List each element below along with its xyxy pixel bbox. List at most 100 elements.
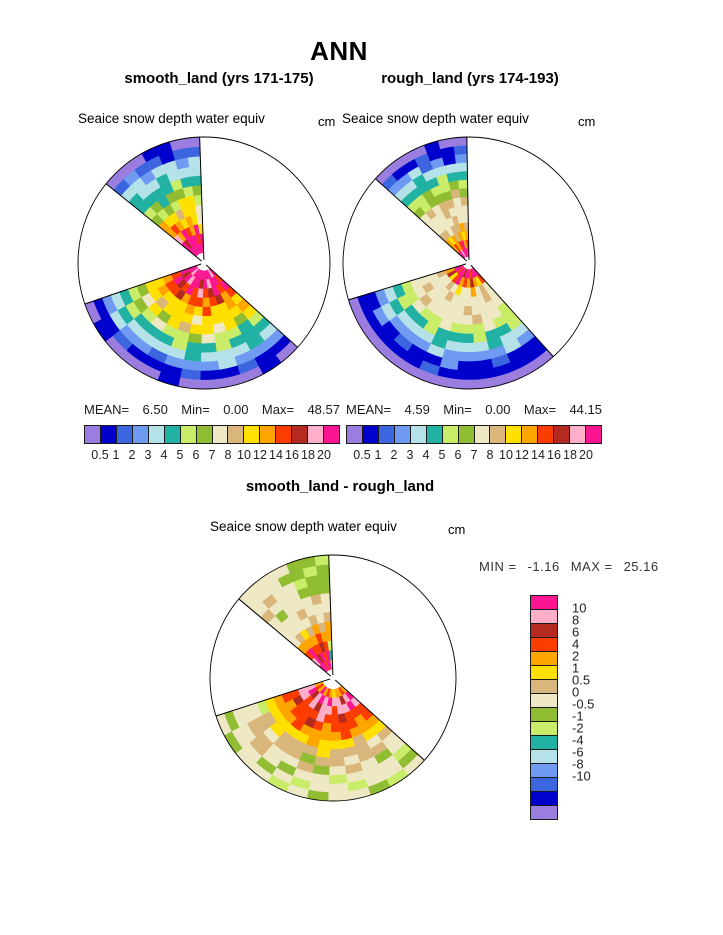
sector-cell <box>367 331 388 354</box>
wedge-boundary-line <box>215 678 331 717</box>
stats-row-left: MEAN= 6.50 Min= 0.00 Max= 48.57 <box>84 402 340 417</box>
sector-cell <box>463 248 468 258</box>
sector-cell <box>307 687 318 696</box>
sector-cell <box>345 691 355 701</box>
colorbar-cell <box>530 693 558 708</box>
sector-cell <box>162 302 177 317</box>
wedge-boundary-line <box>334 679 425 761</box>
sector-cell <box>127 153 147 171</box>
sector-cell <box>413 152 431 167</box>
sector-cell <box>477 274 486 285</box>
colorbar-tick-label: -4 <box>572 732 584 748</box>
sector-cell <box>294 731 310 745</box>
colorbar-tick-label: 8 <box>224 448 232 462</box>
sector-cell <box>309 728 322 740</box>
sector-cell <box>321 661 329 672</box>
sector-cell <box>531 349 554 370</box>
sector-cell <box>248 578 267 596</box>
sector-cell <box>452 196 462 208</box>
sector-cell <box>168 138 187 152</box>
colorbar-cell <box>530 651 558 666</box>
sector-cell <box>147 301 164 318</box>
sector-cell <box>460 204 469 215</box>
sector-cell <box>207 268 215 279</box>
sector-cell <box>328 649 333 661</box>
colorbar-diff-cells <box>530 595 558 820</box>
sector-cell <box>156 331 175 348</box>
colorbar-tick-label: 1 <box>572 660 580 676</box>
colorbar-tick-label: 0.5 <box>91 448 109 462</box>
sector-cell <box>325 705 333 716</box>
sector-cell <box>474 276 483 287</box>
sector-cell <box>138 330 158 348</box>
sector-cell <box>278 730 296 747</box>
sector-cell <box>412 206 426 219</box>
sector-cell <box>315 747 331 759</box>
sector-cell <box>454 205 463 216</box>
sector-cell <box>446 269 457 279</box>
colorbar-tick-label: 10 <box>572 600 587 616</box>
colorbar-cell <box>585 425 602 444</box>
sector-cell <box>462 315 474 326</box>
sector-cell <box>198 279 204 290</box>
sector-cell <box>189 323 203 335</box>
sector-cell <box>453 243 461 252</box>
sector-cell <box>177 320 192 334</box>
sector-cell <box>92 297 110 321</box>
sector-cell <box>387 737 406 756</box>
colorbar-cell <box>307 425 325 444</box>
sector-cell <box>336 687 343 698</box>
sector-cell <box>200 270 204 281</box>
sector-cell <box>242 742 263 764</box>
sector-cell <box>506 345 528 363</box>
colorbar-tick-label: 2 <box>390 448 398 462</box>
sector-cell <box>254 585 272 603</box>
sector-cell <box>214 330 230 344</box>
sector-cell <box>165 227 177 239</box>
sector-cell <box>315 683 325 691</box>
sector-cell <box>396 358 420 378</box>
sector-cell <box>516 329 536 347</box>
sector-cell <box>474 358 495 371</box>
colorbar-tick-label: 18 <box>301 448 315 462</box>
sector-cell <box>441 190 453 202</box>
sector-cell <box>299 556 316 569</box>
sector-cell <box>466 278 471 289</box>
sector-cell <box>290 718 305 732</box>
sector-cell <box>250 762 273 783</box>
colorbar-tick-label: 2 <box>572 648 580 664</box>
sector-cell <box>246 719 264 739</box>
sector-cell <box>247 310 265 327</box>
sector-cell <box>248 737 269 758</box>
sector-cell <box>331 697 338 707</box>
sector-cell <box>173 234 184 245</box>
sector-cell <box>329 748 345 759</box>
colorbar-tick-label: -1 <box>572 708 584 724</box>
sector-cell <box>142 354 165 373</box>
sector-cell <box>308 781 330 793</box>
sector-cell <box>240 365 264 383</box>
sector-cell <box>339 685 349 695</box>
sector-cell <box>325 630 332 642</box>
sector-cell <box>462 239 468 249</box>
plot-outline-circle <box>209 554 457 802</box>
sector-cell <box>449 224 458 235</box>
colorbar-tick-label: 7 <box>470 448 478 462</box>
sector-cell <box>437 200 449 213</box>
panel-left-subtitle: smooth_land (yrs 171-175) <box>124 70 314 87</box>
sector-cell <box>161 323 179 339</box>
sector-cell <box>120 350 144 371</box>
sector-cell <box>180 228 190 240</box>
sector-cell <box>491 353 512 369</box>
sector-cell <box>322 611 332 623</box>
sector-cell <box>313 655 323 665</box>
sector-cell <box>241 326 260 343</box>
sector-cell <box>338 686 346 696</box>
sector-cell <box>444 280 456 292</box>
sector-cell <box>223 710 240 733</box>
sector-cell <box>470 287 478 298</box>
sector-cell <box>300 639 312 651</box>
sector-cell <box>407 343 428 362</box>
sector-cell <box>311 657 321 667</box>
